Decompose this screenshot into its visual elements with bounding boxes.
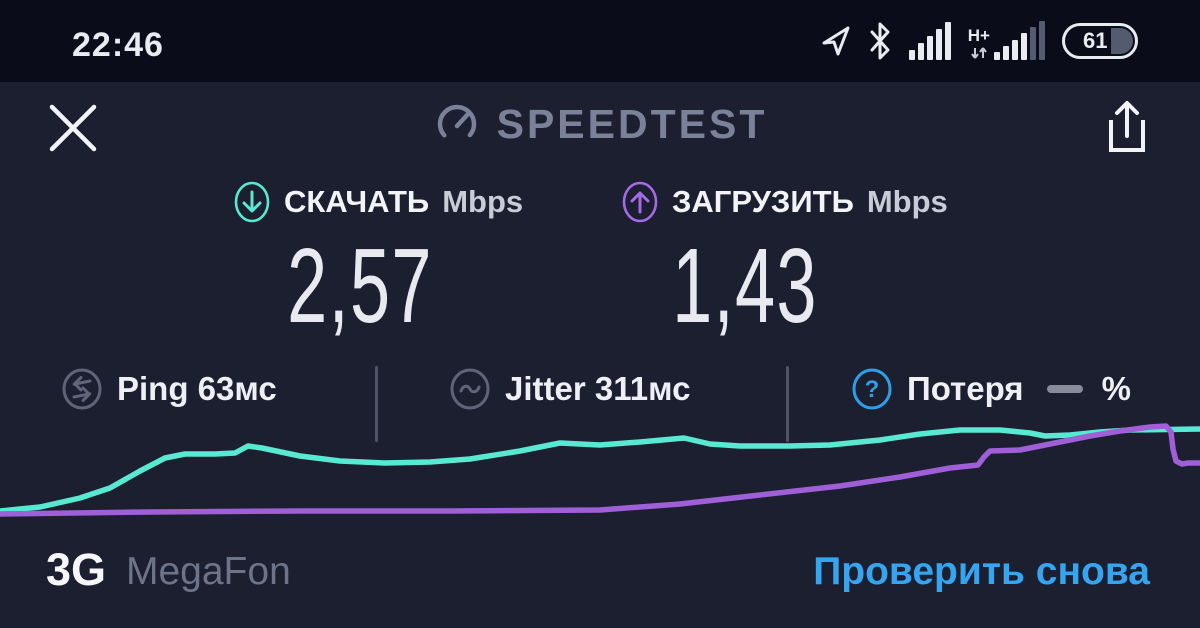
ping-stat: Ping 63мс <box>60 366 277 412</box>
wifi-signal-icon <box>908 22 951 60</box>
loss-empty-dash <box>1046 385 1083 393</box>
share-button[interactable] <box>1100 98 1154 156</box>
app-title: SPEEDTEST <box>496 100 768 147</box>
battery-percent: 61 <box>1083 28 1108 53</box>
ping-icon <box>60 366 104 412</box>
download-result-label: СКАЧАТЬ Mbps <box>233 180 523 224</box>
upload-unit: Mbps <box>866 184 948 219</box>
download-line <box>0 426 1200 514</box>
carrier-name: MegaFon <box>126 550 291 593</box>
ping-text: Ping 63мс <box>117 370 277 407</box>
stats-divider <box>786 366 789 442</box>
download-unit: Mbps <box>442 184 524 219</box>
upload-result-label: ЗАГРУЗИТЬ Mbps <box>621 180 948 224</box>
jitter-text: Jitter 311мс <box>505 370 691 407</box>
upload-value: 1,43 <box>672 227 818 345</box>
app-logo: SPEEDTEST <box>0 100 1200 148</box>
status-bar-icons: H+ 61 <box>821 0 1138 82</box>
gauge-icon <box>433 100 481 148</box>
status-bar: 22:46 H+ 61 <box>0 0 1200 82</box>
download-label: СКАЧАТЬ <box>284 184 430 219</box>
download-value: 2,57 <box>287 227 433 345</box>
network-type-badge: H+ <box>967 26 990 45</box>
bluetooth-icon <box>868 21 892 61</box>
updown-arrows-icon <box>971 47 987 59</box>
upload-line <box>0 423 1200 517</box>
stats-divider <box>375 366 378 442</box>
mobile-signal-hplus-icon: H+ <box>967 21 1045 60</box>
clock: 22:46 <box>72 26 164 64</box>
loss-help-icon[interactable]: ? <box>850 366 894 412</box>
jitter-stat: Jitter 311мс <box>448 366 690 412</box>
upload-arrow-icon <box>621 180 659 224</box>
connection-type: 3G <box>46 544 107 595</box>
jitter-icon <box>448 366 492 412</box>
battery-fill <box>1111 28 1133 54</box>
packet-loss-stat: ? Потеря % <box>850 366 1131 412</box>
download-arrow-icon <box>233 180 271 224</box>
retest-link[interactable]: Проверить снова <box>813 550 1150 593</box>
loss-label: Потеря <box>907 370 1024 407</box>
upload-label: ЗАГРУЗИТЬ <box>672 184 854 219</box>
close-icon <box>49 104 97 152</box>
location-arrow-icon <box>821 25 851 57</box>
close-button[interactable] <box>48 103 98 153</box>
loss-unit: % <box>1101 370 1131 407</box>
share-icon <box>1109 101 1145 152</box>
battery-indicator: 61 <box>1062 23 1138 59</box>
speed-chart <box>0 423 1200 517</box>
svg-text:?: ? <box>865 376 880 403</box>
